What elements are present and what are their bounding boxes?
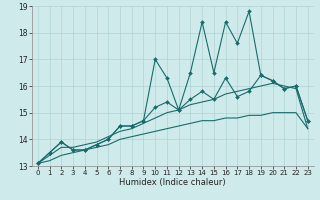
X-axis label: Humidex (Indice chaleur): Humidex (Indice chaleur) <box>119 178 226 187</box>
